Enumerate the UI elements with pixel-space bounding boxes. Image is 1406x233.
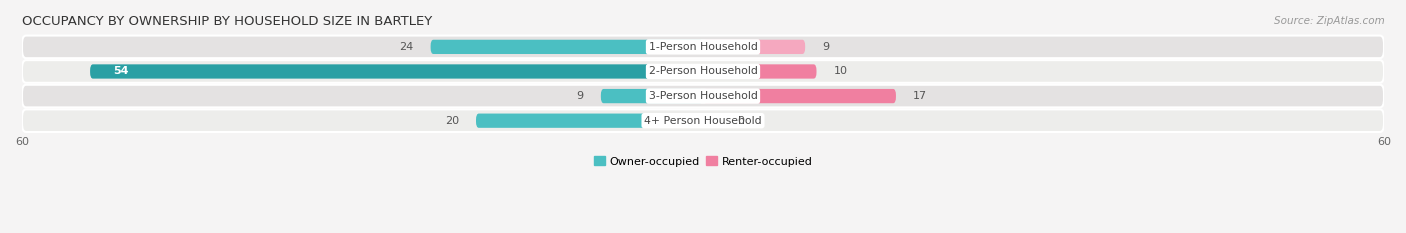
Text: 2-Person Household: 2-Person Household: [648, 66, 758, 76]
Text: 3-Person Household: 3-Person Household: [648, 91, 758, 101]
Text: 24: 24: [399, 42, 413, 52]
Text: 54: 54: [112, 66, 128, 76]
Legend: Owner-occupied, Renter-occupied: Owner-occupied, Renter-occupied: [589, 152, 817, 171]
FancyBboxPatch shape: [703, 40, 806, 54]
FancyBboxPatch shape: [22, 60, 1384, 83]
FancyBboxPatch shape: [90, 64, 703, 79]
Text: 1-Person Household: 1-Person Household: [648, 42, 758, 52]
Text: Source: ZipAtlas.com: Source: ZipAtlas.com: [1274, 16, 1385, 26]
Text: OCCUPANCY BY OWNERSHIP BY HOUSEHOLD SIZE IN BARTLEY: OCCUPANCY BY OWNERSHIP BY HOUSEHOLD SIZE…: [22, 15, 432, 28]
Text: 20: 20: [444, 116, 458, 126]
FancyBboxPatch shape: [477, 113, 703, 128]
Text: 10: 10: [834, 66, 848, 76]
Text: 9: 9: [823, 42, 830, 52]
Text: 4+ Person Household: 4+ Person Household: [644, 116, 762, 126]
Text: 17: 17: [912, 91, 927, 101]
FancyBboxPatch shape: [703, 89, 896, 103]
Text: 0: 0: [737, 116, 744, 126]
FancyBboxPatch shape: [22, 36, 1384, 58]
FancyBboxPatch shape: [703, 113, 720, 128]
FancyBboxPatch shape: [600, 89, 703, 103]
FancyBboxPatch shape: [430, 40, 703, 54]
FancyBboxPatch shape: [22, 109, 1384, 132]
FancyBboxPatch shape: [22, 85, 1384, 107]
Text: 9: 9: [576, 91, 583, 101]
FancyBboxPatch shape: [703, 64, 817, 79]
